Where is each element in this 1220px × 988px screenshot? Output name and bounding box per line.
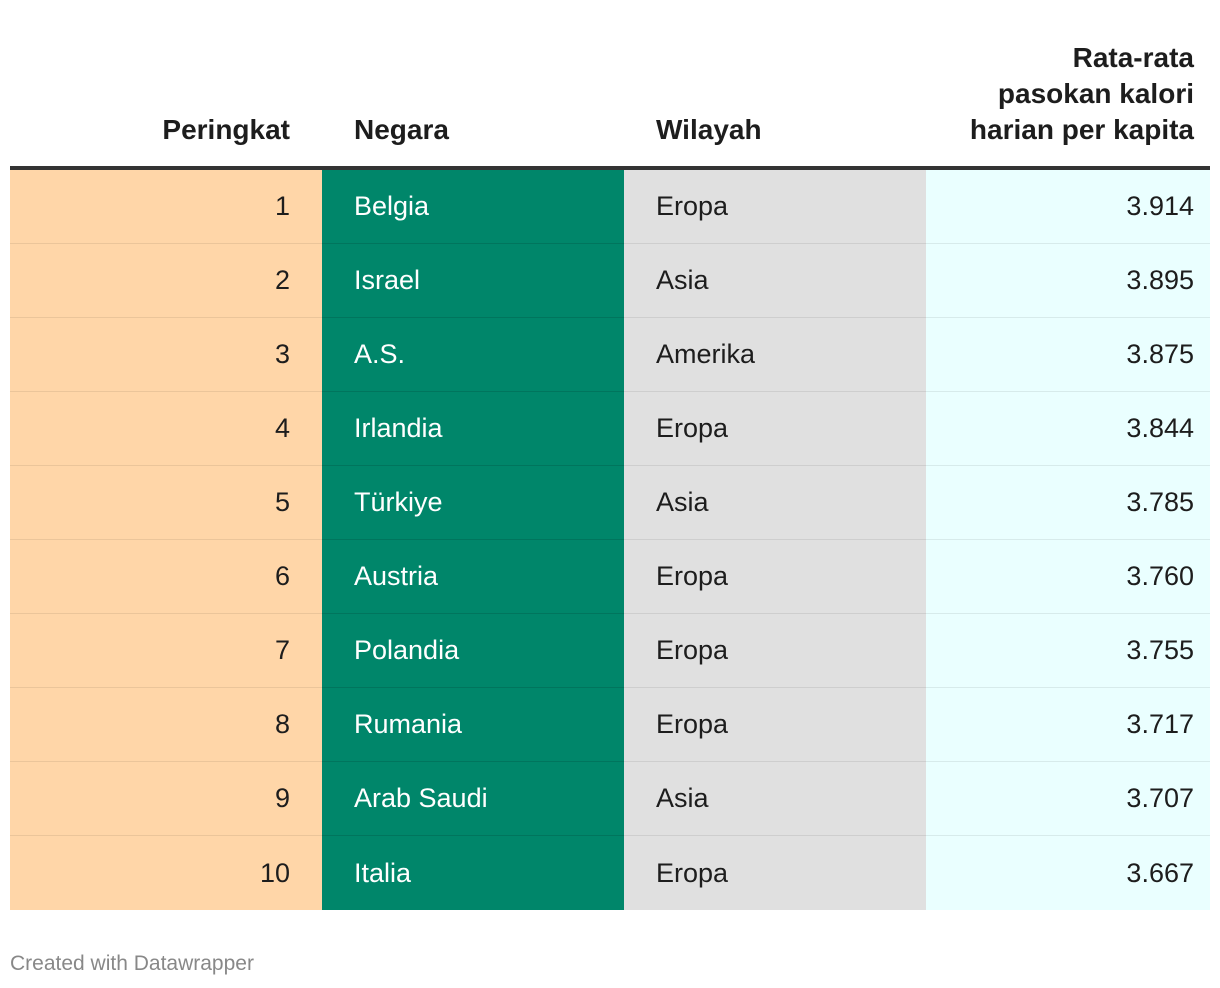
kcal-cell: 3.844 (926, 392, 1210, 466)
rank-cell: 5 (10, 466, 322, 540)
country-cell: Irlandia (322, 392, 624, 466)
country-cell: Polandia (322, 614, 624, 688)
kcal-cell: 3.895 (926, 244, 1210, 318)
rank-cell: 8 (10, 688, 322, 762)
table-row: 1 Belgia Eropa 3.914 (10, 170, 1210, 244)
table-body: 1 Belgia Eropa 3.914 2 Israel Asia 3.895 3 A.S. Am… (10, 170, 1210, 910)
table-row: 3 A.S. Amerika 3.875 (10, 318, 1210, 392)
region-cell: Eropa (624, 170, 926, 244)
rank-cell: 6 (10, 540, 322, 614)
header-kcal-line: Rata-rata (1072, 42, 1194, 73)
data-table: Peringkat Negara Wilayah Rata-rata pasok… (10, 40, 1210, 910)
country-cell: Arab Saudi (322, 762, 624, 836)
country-cell: Israel (322, 244, 624, 318)
region-cell: Amerika (624, 318, 926, 392)
table-row: 5 Türkiye Asia 3.785 (10, 466, 1210, 540)
region-cell: Asia (624, 244, 926, 318)
country-cell: Rumania (322, 688, 624, 762)
kcal-cell: 3.667 (926, 836, 1210, 910)
table-row: 8 Rumania Eropa 3.717 (10, 688, 1210, 762)
table-row: 6 Austria Eropa 3.760 (10, 540, 1210, 614)
rank-cell: 3 (10, 318, 322, 392)
rank-cell: 1 (10, 170, 322, 244)
header-kcal-line: pasokan kalori (997, 78, 1194, 109)
rank-cell: 9 (10, 762, 322, 836)
rank-cell: 7 (10, 614, 322, 688)
region-cell: Asia (624, 762, 926, 836)
table-row: 10 Italia Eropa 3.667 (10, 836, 1210, 910)
country-cell: Türkiye (322, 466, 624, 540)
table-header: Peringkat Negara Wilayah Rata-rata pasok… (10, 40, 1210, 170)
kcal-cell: 3.755 (926, 614, 1210, 688)
header-kcal-label: Rata-rata pasokan kalori harian per kapi… (970, 40, 1194, 148)
header-rank[interactable]: Peringkat (162, 114, 290, 145)
country-cell: Belgia (322, 170, 624, 244)
table-row: 2 Israel Asia 3.895 (10, 244, 1210, 318)
kcal-cell: 3.785 (926, 466, 1210, 540)
region-cell: Eropa (624, 614, 926, 688)
country-cell: Austria (322, 540, 624, 614)
footer-credit[interactable]: Created with Datawrapper (10, 952, 254, 975)
header-country[interactable]: Negara (354, 114, 449, 145)
region-cell: Asia (624, 466, 926, 540)
kcal-cell: 3.914 (926, 170, 1210, 244)
rank-cell: 10 (10, 836, 322, 910)
header-kcal[interactable]: Rata-rata pasokan kalori harian per kapi… (926, 40, 1210, 166)
table-row: 7 Polandia Eropa 3.755 (10, 614, 1210, 688)
country-cell: Italia (322, 836, 624, 910)
table-row: 4 Irlandia Eropa 3.844 (10, 392, 1210, 466)
kcal-cell: 3.717 (926, 688, 1210, 762)
header-region[interactable]: Wilayah (656, 114, 762, 145)
region-cell: Eropa (624, 392, 926, 466)
region-cell: Eropa (624, 688, 926, 762)
kcal-cell: 3.760 (926, 540, 1210, 614)
region-cell: Eropa (624, 836, 926, 910)
rank-cell: 2 (10, 244, 322, 318)
kcal-cell: 3.875 (926, 318, 1210, 392)
kcal-cell: 3.707 (926, 762, 1210, 836)
country-cell: A.S. (322, 318, 624, 392)
table-row: 9 Arab Saudi Asia 3.707 (10, 762, 1210, 836)
header-kcal-line: harian per kapita (969, 114, 1194, 145)
rank-cell: 4 (10, 392, 322, 466)
region-cell: Eropa (624, 540, 926, 614)
